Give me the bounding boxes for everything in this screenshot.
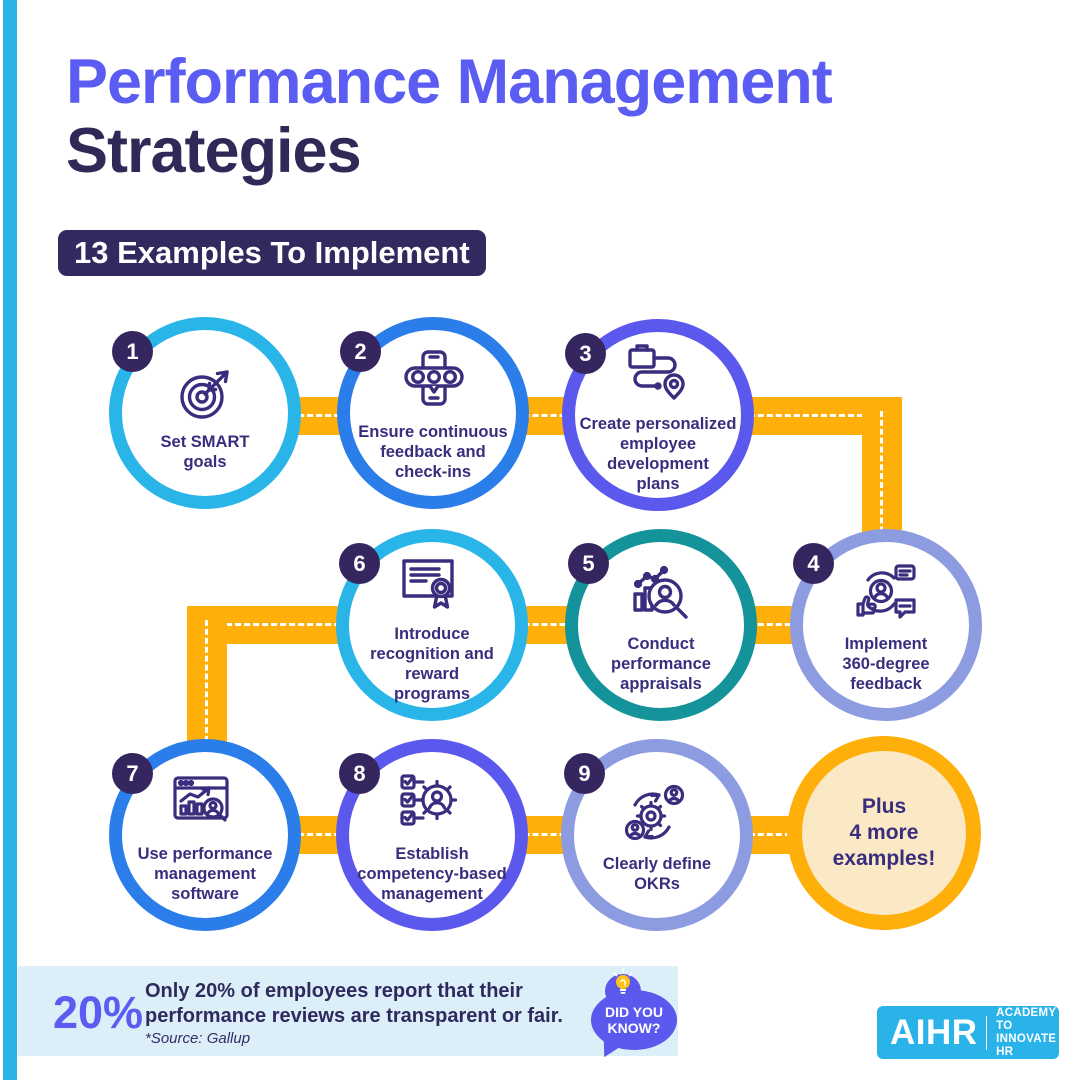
strategy-label: Implement 360-degree feedback	[842, 635, 930, 693]
did-you-know-line1: DID YOU	[604, 1004, 664, 1020]
left-accent-stripe	[3, 0, 17, 1080]
competency-gear-icon	[392, 768, 472, 840]
aihr-tagline-line2: INNOVATE HR	[996, 1032, 1057, 1058]
step-number-badge: 4	[793, 543, 834, 584]
strategy-label: Set SMART goals	[160, 433, 250, 471]
aihr-logo: AIHR ACADEMY TO INNOVATE HR	[877, 1006, 1059, 1059]
fact-stat: 20%	[53, 987, 144, 1038]
aihr-tagline-line1: ACADEMY TO	[996, 1006, 1057, 1032]
phone-feedback-icon	[393, 346, 473, 418]
did-you-know-text: DID YOU KNOW?	[591, 1004, 677, 1036]
step-number-badge: 7	[112, 753, 153, 794]
step-number-badge: 1	[112, 331, 153, 372]
did-you-know-line2: KNOW?	[607, 1020, 661, 1036]
strategy-label: Clearly define OKRs	[602, 855, 712, 893]
strategy-circle-5: 5 Conduct performance appraisals	[565, 529, 757, 721]
lightbulb-icon	[609, 968, 637, 998]
target-goal-icon	[165, 356, 245, 428]
page-title: Performance Management Strategies	[66, 47, 833, 186]
speech-bubble	[591, 990, 677, 1050]
logo-divider	[985, 1015, 988, 1050]
okr-cycle-icon	[617, 778, 697, 850]
strategy-label: Introduce recognition and reward program…	[370, 625, 494, 703]
road-dash-line	[199, 833, 872, 836]
aihr-logo-tagline: ACADEMY TO INNOVATE HR	[996, 1007, 1059, 1059]
fact-text: Only 20% of employees report that their …	[145, 980, 563, 1027]
strategy-circle-8: 8 Establish competency-based management	[336, 739, 528, 931]
strategy-label: Use performance management software	[137, 845, 273, 903]
road-segment-row3	[187, 816, 884, 854]
strategy-circle-4: 4 Implement 360-degree feedback	[790, 529, 982, 721]
strategy-circle-1: 1 Set SMART goals	[109, 317, 301, 509]
software-dashboard-icon	[165, 768, 245, 840]
plus-more-label: Plus 4 more examples!	[832, 795, 936, 870]
strategy-circle-2: 2 Ensure continuous feedback and check-i…	[337, 317, 529, 509]
strategy-circle-9: 9 Clearly define OKRs	[561, 739, 753, 931]
road-segment-row2	[187, 606, 902, 644]
plus-more-circle: Plus 4 more examples!	[787, 736, 981, 930]
aihr-logo-brand: AIHR	[890, 1012, 978, 1052]
strategy-label: Ensure continuous feedback and check-ins	[358, 423, 508, 481]
strategy-label: Create personalized employee development…	[579, 415, 737, 493]
strategy-circle-3: 3 Create personalized employee developme…	[562, 319, 754, 511]
step-number-badge: 3	[565, 333, 606, 374]
development-route-icon	[618, 338, 698, 410]
feedback-360-icon	[846, 558, 926, 630]
strategy-label: Establish competency-based management	[357, 845, 507, 903]
appraisal-magnifier-icon	[621, 558, 701, 630]
strategy-circle-7: 7 Use performance management software	[109, 739, 301, 931]
road-dash-line	[880, 411, 883, 630]
road-dash-line	[199, 623, 890, 626]
did-you-know-badge: DID YOU KNOW?	[583, 968, 681, 1062]
step-number-badge: 2	[340, 331, 381, 372]
page-title-line1: Performance Management	[66, 47, 833, 117]
step-number-badge: 9	[564, 753, 605, 794]
step-number-badge: 5	[568, 543, 609, 584]
step-number-badge: 6	[339, 543, 380, 584]
page-title-line2: Strategies	[66, 116, 362, 186]
certificate-award-icon	[392, 548, 472, 620]
examples-count-badge: 13 Examples To Implement	[58, 230, 486, 276]
strategy-circle-6: 6 Introduce recognition and reward progr…	[336, 529, 528, 721]
fact-panel: 20% Only 20% of employees report that th…	[18, 966, 681, 1062]
fact-source: *Source: Gallup	[145, 1030, 251, 1047]
road-dash-line	[217, 414, 890, 417]
step-number-badge: 8	[339, 753, 380, 794]
strategy-label: Conduct performance appraisals	[611, 635, 711, 693]
road-segment-row1	[205, 397, 902, 435]
road-dash-line	[205, 620, 208, 840]
